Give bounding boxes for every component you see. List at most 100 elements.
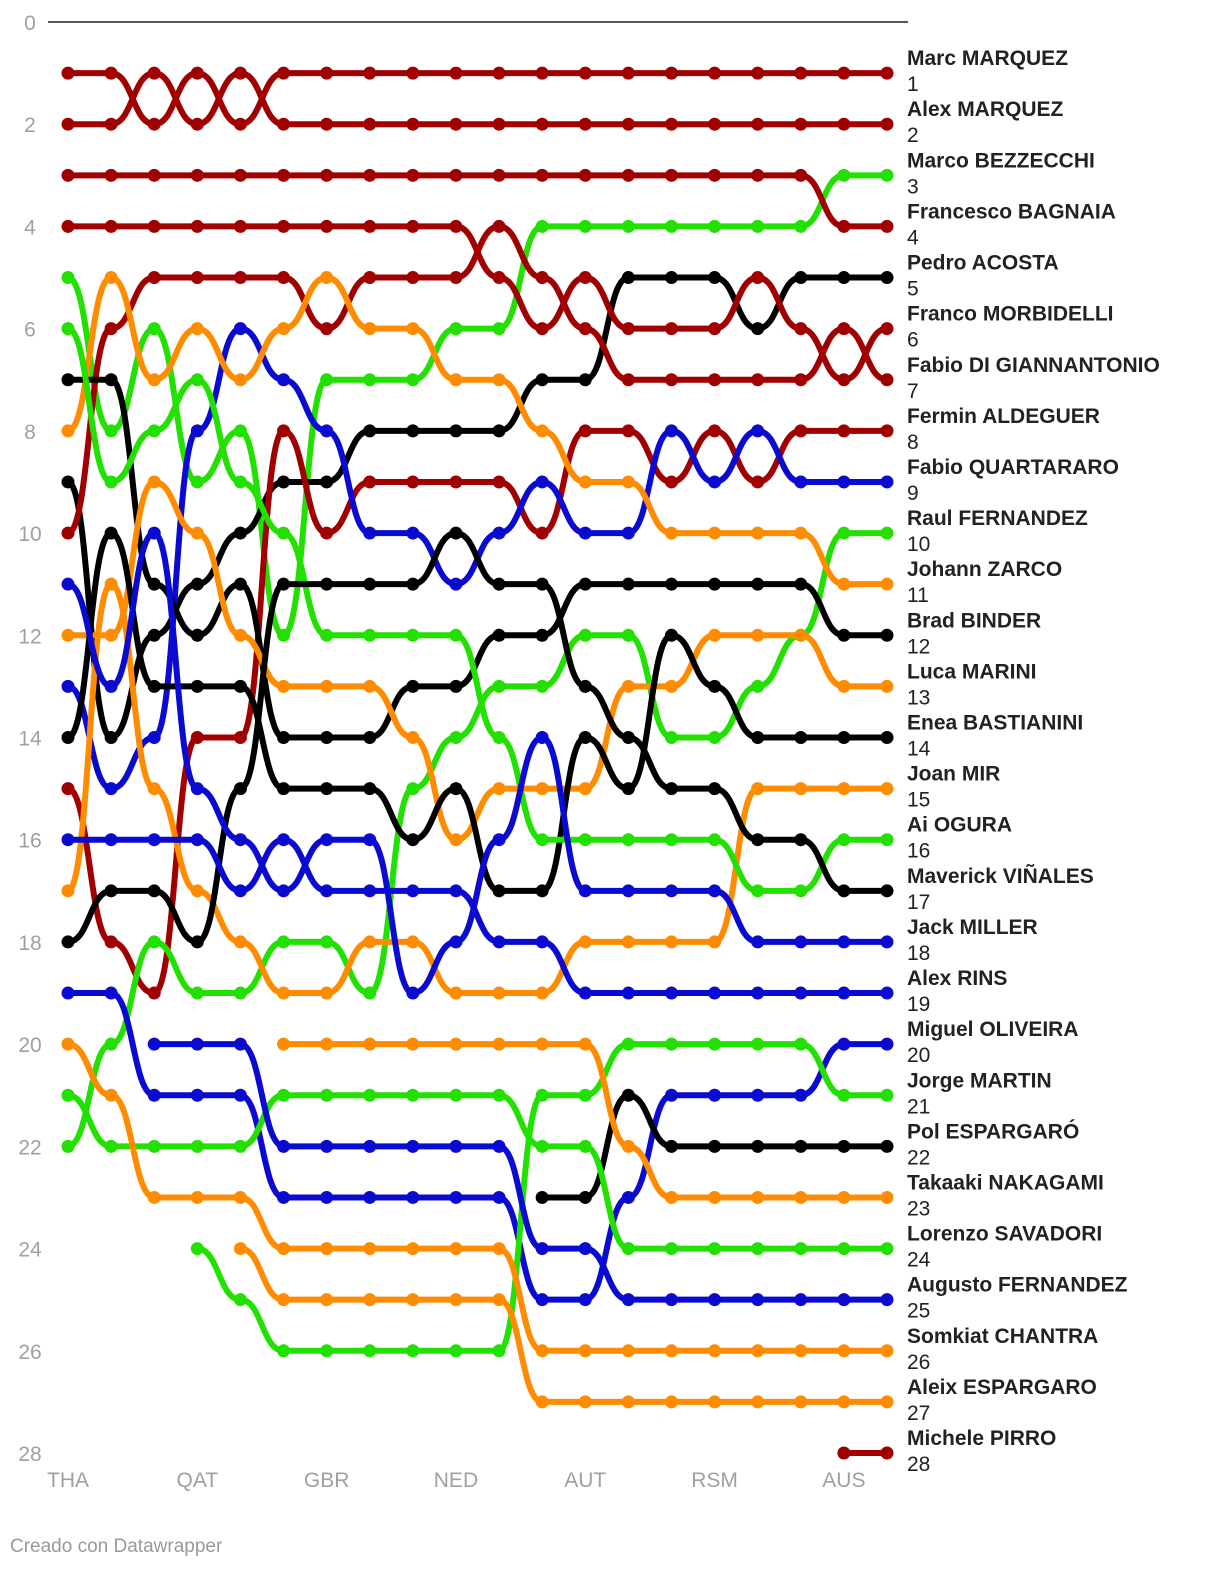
point — [535, 1344, 549, 1358]
point — [104, 628, 118, 642]
point — [880, 577, 894, 591]
point — [233, 475, 247, 489]
point — [535, 475, 549, 489]
point — [320, 884, 334, 898]
point — [449, 1344, 463, 1358]
point — [837, 1395, 851, 1409]
series-line — [280, 1041, 890, 1201]
point — [535, 168, 549, 182]
point — [837, 935, 851, 949]
point — [277, 66, 291, 80]
point — [363, 322, 377, 336]
end-position: 15 — [907, 789, 930, 812]
point — [578, 526, 592, 540]
point — [233, 1037, 247, 1051]
point — [104, 66, 118, 80]
x-tick-label: AUS — [822, 1469, 865, 1492]
point — [535, 731, 549, 744]
point — [492, 1088, 506, 1102]
point — [535, 577, 549, 591]
point — [492, 679, 506, 693]
point — [535, 782, 549, 796]
legend-name: Fabio DI GIANNANTONIO — [907, 354, 1160, 377]
point — [794, 1139, 808, 1153]
series-line — [65, 836, 890, 997]
point — [190, 577, 204, 591]
point — [578, 1395, 592, 1409]
point — [233, 935, 247, 949]
point — [406, 577, 420, 591]
point — [104, 833, 118, 847]
point — [449, 1037, 463, 1051]
point — [578, 1037, 592, 1051]
point — [104, 1139, 118, 1153]
point — [664, 526, 678, 540]
point — [277, 679, 291, 693]
point — [449, 168, 463, 182]
point — [320, 1344, 334, 1358]
point — [104, 1088, 118, 1102]
point — [449, 424, 463, 438]
legend-name: Alex MARQUEZ — [907, 98, 1064, 121]
point — [664, 935, 678, 949]
point — [708, 1293, 722, 1307]
point — [147, 679, 161, 693]
point — [406, 168, 420, 182]
point — [751, 1242, 765, 1256]
point — [277, 117, 291, 131]
point — [277, 1190, 291, 1204]
point — [363, 1293, 377, 1307]
point — [535, 679, 549, 693]
point — [406, 322, 420, 336]
point — [406, 935, 420, 949]
point — [190, 424, 204, 438]
series-line — [539, 1092, 890, 1201]
point — [104, 219, 118, 233]
point — [277, 731, 291, 744]
legend-name: Raul FERNANDEZ — [907, 507, 1088, 530]
point — [578, 1293, 592, 1307]
point — [233, 986, 247, 1000]
point — [61, 424, 75, 438]
point — [320, 117, 334, 131]
point — [61, 628, 75, 642]
point — [320, 373, 334, 387]
point — [363, 424, 377, 438]
point — [190, 628, 204, 642]
point — [449, 1139, 463, 1153]
point — [147, 1139, 161, 1153]
point — [621, 833, 635, 847]
legend-name: Marco BEZZECCHI — [907, 149, 1095, 172]
end-position: 6 — [907, 329, 919, 352]
point — [492, 475, 506, 489]
point — [147, 833, 161, 847]
y-tick-label: 12 — [18, 625, 41, 648]
point — [147, 1037, 161, 1051]
end-position: 8 — [907, 431, 919, 454]
point — [880, 526, 894, 540]
point — [104, 1037, 118, 1051]
point — [751, 322, 765, 336]
point — [880, 628, 894, 642]
point — [104, 373, 118, 387]
point — [880, 1088, 894, 1102]
point — [363, 1190, 377, 1204]
point — [492, 884, 506, 898]
point — [449, 884, 463, 898]
y-tick-label: 6 — [24, 319, 36, 342]
point — [61, 117, 75, 131]
point — [233, 1190, 247, 1204]
point — [664, 373, 678, 387]
point — [621, 219, 635, 233]
point — [535, 1395, 549, 1409]
point — [190, 526, 204, 540]
point — [751, 271, 765, 285]
legend-name: Maverick VIÑALES — [907, 865, 1094, 888]
point — [104, 475, 118, 489]
point — [61, 526, 75, 540]
point — [492, 168, 506, 182]
point — [794, 1395, 808, 1409]
point — [363, 66, 377, 80]
point — [751, 679, 765, 693]
point — [61, 66, 75, 80]
